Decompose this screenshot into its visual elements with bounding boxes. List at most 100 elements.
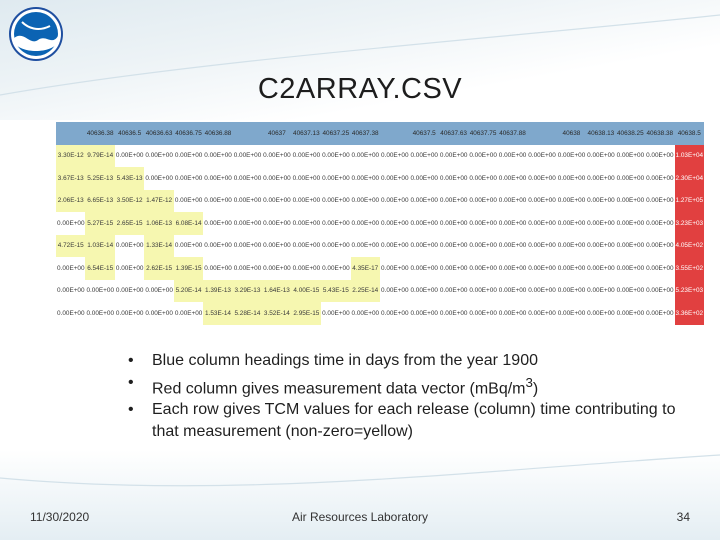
table-cell: 0.00E+00	[497, 189, 528, 212]
measurement-cell: 3.55E+02	[674, 257, 704, 280]
table-cell: 0.00E+00	[438, 167, 469, 190]
noaa-logo	[9, 7, 63, 61]
table-cell: 0.00E+00	[468, 144, 498, 167]
table-cell: 0.00E+00	[85, 302, 115, 325]
table-cell: 0.00E+00	[468, 257, 498, 280]
table-cell: 0.00E+00	[468, 212, 498, 235]
table-cell: 0.00E+00	[321, 167, 351, 190]
table-cell: 0.00E+00	[350, 234, 380, 257]
nonzero-cell: 5.43E-13	[114, 167, 145, 190]
table-cell: 0.00E+00	[556, 144, 587, 167]
header-cell: 40638	[556, 122, 587, 145]
table-cell: 0.00E+00	[379, 234, 410, 257]
table-cell: 0.00E+00	[497, 212, 528, 235]
nonzero-cell: 5.43E-15	[321, 279, 351, 302]
background-top	[0, 0, 720, 120]
table-cell: 0.00E+00	[379, 167, 410, 190]
table-cell: 0.00E+00	[321, 144, 351, 167]
table-cell: 0.00E+00	[291, 257, 322, 280]
table-cell: 0.00E+00	[586, 144, 616, 167]
table-cell: 0.00E+00	[615, 257, 646, 280]
table-row: 3.30E-12 9.79E-14 0.00E+00 0.00E+00 0.00E+00…	[56, 144, 704, 167]
header-cell: 40638.25	[615, 122, 646, 145]
table-cell: 0.00E+00	[497, 167, 528, 190]
nonzero-cell: 1.39E-13	[203, 279, 233, 302]
nonzero-cell: 3.67E-13	[56, 167, 86, 190]
nonzero-cell: 4.00E-15	[291, 279, 322, 302]
table-cell: 0.00E+00	[497, 279, 528, 302]
header-cell: 40636.75	[173, 122, 204, 145]
measurement-cell: 1.27E+05	[674, 189, 704, 212]
table-cell: 0.00E+00	[645, 212, 675, 235]
table-cell: 0.00E+00	[409, 144, 439, 167]
table-cell: 0.00E+00	[615, 189, 646, 212]
table-cell: 0.00E+00	[438, 302, 469, 325]
measurement-cell: 4.05E+02	[674, 234, 704, 257]
header-cell: 40637.38	[350, 122, 380, 145]
header-cell: 40636.88	[203, 122, 233, 145]
table-cell: 0.00E+00	[645, 167, 675, 190]
header-cell	[232, 122, 263, 145]
table-cell: 0.00E+00	[556, 234, 587, 257]
measurement-cell: 3.23E+03	[674, 212, 704, 235]
table-cell: 0.00E+00	[586, 212, 616, 235]
table-cell: 0.00E+00	[615, 144, 646, 167]
table-cell: 0.00E+00	[144, 144, 174, 167]
table-cell: 0.00E+00	[438, 257, 469, 280]
header-cell: 40636.63	[144, 122, 174, 145]
table-cell: 0.00E+00	[527, 212, 557, 235]
nonzero-cell: 1.53E-14	[203, 302, 233, 325]
bullet-text: Each row gives TCM values for each relea…	[152, 401, 676, 440]
table-cell: 0.00E+00	[173, 167, 204, 190]
nonzero-cell: 2.06E-13	[56, 189, 86, 212]
table-cell: 0.00E+00	[232, 189, 263, 212]
table-cell: 0.00E+00	[291, 167, 322, 190]
bullet-text: Blue column headings time in days from t…	[152, 352, 538, 369]
table-cell: 0.00E+00	[321, 189, 351, 212]
nonzero-cell: 4.72E-15	[56, 234, 86, 257]
nonzero-cell: 3.50E-12	[114, 189, 145, 212]
header-cell: 40638.38	[645, 122, 675, 145]
table-cell: 0.00E+00	[262, 144, 292, 167]
header-cell: 40638.13	[586, 122, 616, 145]
table-cell: 0.00E+00	[173, 234, 204, 257]
table-row: 3.67E-13 5.25E-13 5.43E-13 0.00E+00 0.00E+00…	[56, 167, 704, 190]
table-cell: 0.00E+00	[350, 189, 380, 212]
table-cell: 0.00E+00	[203, 144, 233, 167]
table-cell: 0.00E+00	[645, 257, 675, 280]
table-cell: 0.00E+00	[56, 257, 86, 280]
nonzero-cell: 3.30E-12	[56, 144, 86, 167]
table-cell: 0.00E+00	[350, 302, 380, 325]
background-bottom	[0, 450, 720, 540]
slide-title: C2ARRAY.CSV	[257, 73, 463, 105]
table-cell: 0.00E+00	[615, 167, 646, 190]
header-cell: 40636.5	[114, 122, 145, 145]
table-cell: 0.00E+00	[144, 167, 174, 190]
header-cell	[527, 122, 557, 145]
nonzero-cell: 5.20E-14	[173, 279, 204, 302]
table-cell: 0.00E+00	[497, 257, 528, 280]
table-row: 4.72E-15 1.03E-14 0.00E+00 1.33E-14 0.00E+00…	[56, 234, 704, 257]
table-cell: 0.00E+00	[114, 144, 145, 167]
table-row: 2.06E-13 6.65E-13 3.50E-12 1.47E-12 0.00E+00…	[56, 189, 704, 212]
table-cell: 0.00E+00	[232, 257, 263, 280]
measurement-cell: 5.23E+03	[674, 279, 704, 302]
table-cell: 0.00E+00	[438, 279, 469, 302]
table-cell: 0.00E+00	[262, 189, 292, 212]
nonzero-cell: 4.35E-17	[350, 257, 380, 280]
footer-date: 11/30/2020	[30, 510, 90, 524]
table-cell: 0.00E+00	[203, 167, 233, 190]
table-cell: 0.00E+00	[615, 279, 646, 302]
table-cell: 0.00E+00	[321, 234, 351, 257]
table-cell: 0.00E+00	[321, 302, 351, 325]
table-cell: 0.00E+00	[232, 167, 263, 190]
table-cell: 0.00E+00	[173, 189, 204, 212]
table-cell: 0.00E+00	[438, 212, 469, 235]
table-cell: 0.00E+00	[379, 144, 410, 167]
table-cell: 0.00E+00	[350, 167, 380, 190]
table-cell: 0.00E+00	[203, 212, 233, 235]
table-cell: 0.00E+00	[409, 167, 439, 190]
table-row: 0.00E+00 6.54E-15 0.00E+00 2.62E-15 1.39E-15…	[56, 257, 704, 280]
table-cell: 0.00E+00	[144, 279, 174, 302]
table-cell: 0.00E+00	[291, 144, 322, 167]
